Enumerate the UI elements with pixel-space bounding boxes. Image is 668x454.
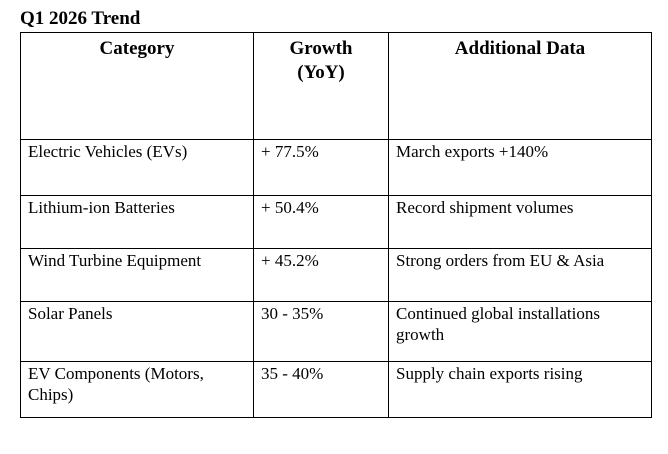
table-row: Lithium-ion Batteries + 50.4% Record shi…: [20, 195, 652, 249]
cell-growth: + 50.4%: [253, 195, 389, 249]
table-header-row: Category Growth (YoY) Additional Data: [20, 32, 652, 140]
cell-category: Lithium-ion Batteries: [20, 195, 254, 249]
table-row: EV Components (Motors, Chips) 35 - 40% S…: [20, 361, 652, 418]
cell-growth: + 45.2%: [253, 248, 389, 302]
header-growth-line2: (YoY): [297, 62, 345, 83]
cell-additional-data: Record shipment volumes: [388, 195, 652, 249]
cell-growth: 30 - 35%: [253, 301, 389, 362]
table-row: Wind Turbine Equipment + 45.2% Strong or…: [20, 248, 652, 302]
cell-growth: + 77.5%: [253, 139, 389, 196]
cell-additional-data: Strong orders from EU & Asia: [388, 248, 652, 302]
table-row: Electric Vehicles (EVs) + 77.5% March ex…: [20, 139, 652, 196]
cell-category: Wind Turbine Equipment: [20, 248, 254, 302]
header-category: Category: [20, 32, 254, 140]
cell-category: Electric Vehicles (EVs): [20, 139, 254, 196]
header-growth: Growth (YoY): [253, 32, 389, 140]
cell-additional-data: Continued global installations growth: [388, 301, 652, 362]
header-growth-line1: Growth: [289, 38, 353, 59]
trend-table: Category Growth (YoY) Additional Data El…: [20, 32, 652, 418]
table-row: Solar Panels 30 - 35% Continued global i…: [20, 301, 652, 362]
cell-category: Solar Panels: [20, 301, 254, 362]
cell-growth: 35 - 40%: [253, 361, 389, 418]
document-title: Q1 2026 Trend: [20, 8, 141, 29]
cell-additional-data: Supply chain exports rising: [388, 361, 652, 418]
cell-category: EV Components (Motors, Chips): [20, 361, 254, 418]
cell-additional-data: March exports +140%: [388, 139, 652, 196]
header-additional-data: Additional Data: [388, 32, 652, 140]
